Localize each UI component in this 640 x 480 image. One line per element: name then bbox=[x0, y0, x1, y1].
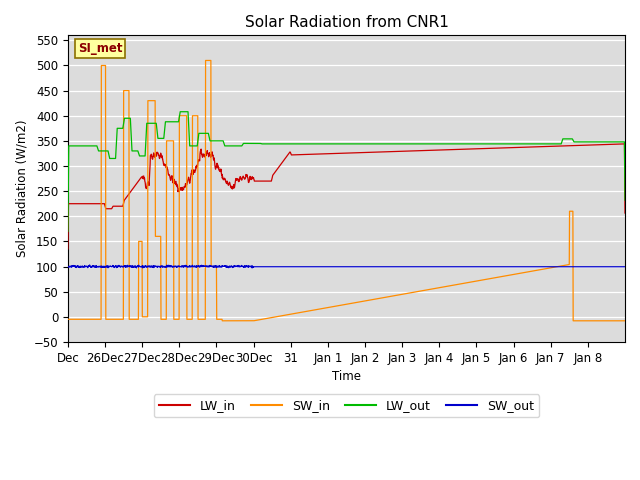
X-axis label: Time: Time bbox=[332, 370, 361, 383]
Y-axis label: Solar Radiation (W/m2): Solar Radiation (W/m2) bbox=[15, 120, 28, 257]
Text: SI_met: SI_met bbox=[78, 42, 122, 55]
Title: Solar Radiation from CNR1: Solar Radiation from CNR1 bbox=[244, 15, 449, 30]
Legend: LW_in, SW_in, LW_out, SW_out: LW_in, SW_in, LW_out, SW_out bbox=[154, 394, 540, 417]
